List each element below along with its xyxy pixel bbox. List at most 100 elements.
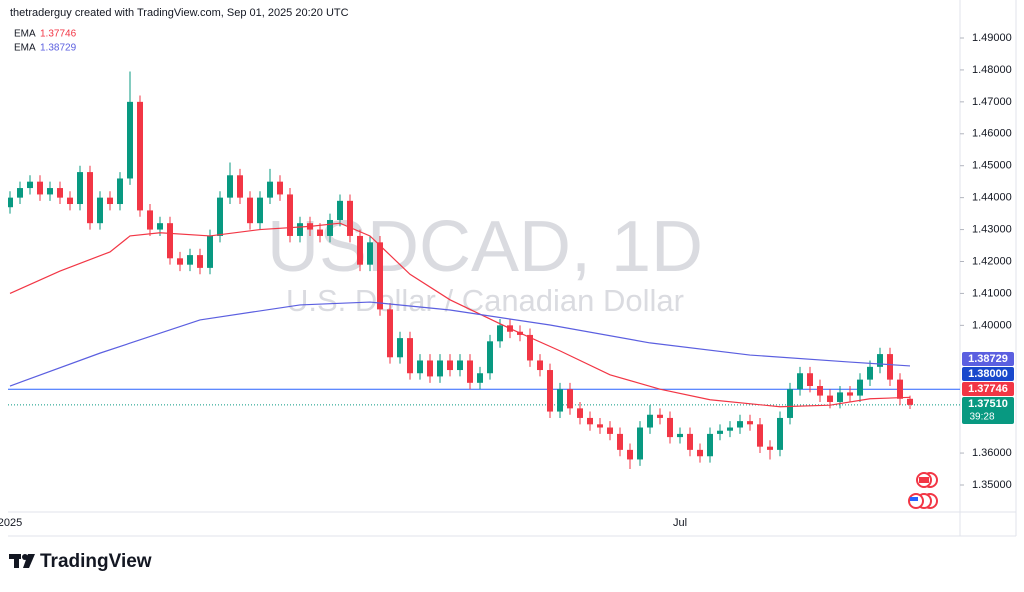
candle-body xyxy=(747,421,753,425)
candle-body xyxy=(327,219,333,236)
candle-body xyxy=(97,197,103,224)
candle-body xyxy=(637,427,643,460)
candle-body xyxy=(217,197,223,236)
candle-body xyxy=(27,181,33,189)
legend-name: EMA xyxy=(14,29,36,40)
candle-body xyxy=(477,373,483,383)
candle-body xyxy=(447,360,453,371)
candle-body xyxy=(397,338,403,358)
candle-body xyxy=(787,389,793,418)
candle-body xyxy=(897,379,903,399)
candle-body xyxy=(87,172,93,224)
candle-body xyxy=(47,188,53,195)
candle-body xyxy=(547,370,553,412)
watermark-symbol: USDCAD, 1D xyxy=(267,207,703,287)
candle-body xyxy=(77,172,83,205)
candle-body xyxy=(387,309,393,358)
last-price-badge: 1.37510 xyxy=(968,398,1008,410)
candle-body xyxy=(407,338,413,374)
candle-body xyxy=(757,424,763,447)
candle-body xyxy=(877,354,883,367)
flag-icons xyxy=(908,472,938,509)
candle-body xyxy=(227,175,233,198)
candle-body xyxy=(817,386,823,396)
last-price-badge-bg xyxy=(962,397,1014,424)
candle-body xyxy=(667,417,673,438)
candle-body xyxy=(577,408,583,418)
price-level-badge-bg xyxy=(962,367,1014,381)
y-tick-label: 1.49000 xyxy=(972,32,1012,44)
y-tick-label: 1.44000 xyxy=(972,192,1012,204)
candle-body xyxy=(17,188,23,198)
candle-body xyxy=(807,373,813,387)
candle-body xyxy=(627,449,633,460)
candle-body xyxy=(157,223,163,230)
candle-body xyxy=(347,200,353,236)
brand-name: TradingView xyxy=(40,551,152,572)
candle-body xyxy=(557,389,563,412)
x-tick-label: 2025 xyxy=(0,517,22,529)
price-level-badge: 1.38000 xyxy=(968,368,1008,380)
candle-body xyxy=(287,194,293,236)
y-tick-label: 1.45000 xyxy=(972,160,1012,172)
candle-body xyxy=(437,360,443,377)
candle-body xyxy=(377,242,383,310)
candle-body xyxy=(237,175,243,198)
legend-name: EMA xyxy=(14,43,36,54)
candle-body xyxy=(127,101,133,179)
candle-body xyxy=(57,188,63,198)
countdown: 39:28 xyxy=(969,412,994,423)
candle-body xyxy=(67,197,73,205)
y-tick-label: 1.43000 xyxy=(972,223,1012,235)
candle-body xyxy=(697,449,703,457)
candle-body xyxy=(707,433,713,457)
candle-body xyxy=(277,181,283,195)
candle-body xyxy=(857,379,863,396)
candle-body xyxy=(117,178,123,205)
candle-body xyxy=(8,197,13,208)
brand-logo xyxy=(9,554,35,568)
candle-body xyxy=(717,430,723,434)
plot-area xyxy=(8,71,960,470)
candle-body xyxy=(767,446,773,450)
candle-body xyxy=(537,360,543,371)
ema-badge-bg xyxy=(962,382,1014,396)
candle-body xyxy=(467,360,473,383)
candle-body xyxy=(177,258,183,265)
candle-body xyxy=(247,197,253,224)
candle-body xyxy=(207,235,213,268)
candle-body xyxy=(417,360,423,374)
candle-body xyxy=(657,414,663,418)
candle-body xyxy=(597,424,603,428)
candle-body xyxy=(827,395,833,402)
y-tick-label: 1.35000 xyxy=(972,479,1012,491)
candle-body xyxy=(187,255,193,265)
ema-badge-bg xyxy=(962,352,1014,366)
candle-body xyxy=(487,341,493,374)
candle-body xyxy=(847,392,853,396)
candle-body xyxy=(727,427,733,431)
candle-body xyxy=(867,366,873,380)
candle-body xyxy=(357,235,363,265)
candle-body xyxy=(677,433,683,438)
watermark-description: U.S. Dollar / Canadian Dollar xyxy=(286,283,684,318)
candle-body xyxy=(587,417,593,425)
attribution: thetraderguy created with TradingView.co… xyxy=(10,7,349,19)
candle-body xyxy=(197,255,203,268)
candle-body xyxy=(907,398,913,405)
y-tick-label: 1.42000 xyxy=(972,255,1012,267)
candle-body xyxy=(167,223,173,259)
y-tick-label: 1.36000 xyxy=(972,447,1012,459)
candle-body xyxy=(37,181,43,195)
candle-body xyxy=(497,325,503,342)
legend-value: 1.37746 xyxy=(40,29,77,40)
candle-body xyxy=(777,417,783,450)
candle-body xyxy=(737,421,743,428)
candle-body xyxy=(647,414,653,428)
candle-body xyxy=(297,223,303,236)
candle-body xyxy=(427,360,433,377)
candle-body xyxy=(337,200,343,220)
candle-body xyxy=(257,197,263,224)
